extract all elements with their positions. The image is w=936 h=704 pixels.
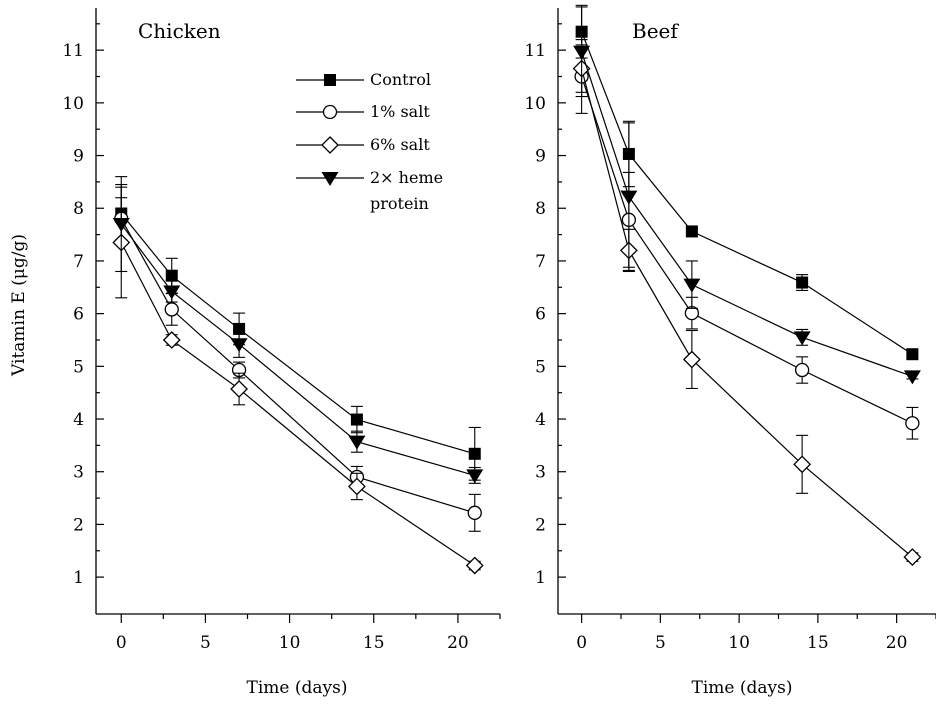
data-point-6-salt (230, 380, 249, 398)
chicken-panel: 1 2 3 4 5 6 7 8 9 10 11 0 5 10 15 20 Time (days) Chicken C… (62, 8, 501, 698)
data-point-control (685, 225, 698, 238)
data-point-control (350, 413, 363, 426)
y-tick-label: 5 (535, 357, 546, 377)
y-tick-label: 9 (73, 147, 84, 167)
x-tick-label: 20 (447, 633, 469, 653)
legend-marker-control (324, 74, 336, 86)
y-tick-label: 1 (535, 568, 546, 588)
data-point-2-heme-protein (903, 370, 921, 385)
data-point-1-salt (794, 362, 810, 378)
data-point-2-heme-protein (573, 45, 591, 60)
panel-title: Chicken (138, 19, 221, 43)
data-point-control (165, 269, 178, 282)
data-point-control (796, 276, 809, 289)
y-tick-label: 9 (535, 147, 546, 167)
data-point-6-salt (682, 350, 701, 369)
legend-label-1-salt: 1% salt (370, 102, 430, 121)
data-point-6-salt (162, 331, 181, 349)
data-point-2-heme-protein (163, 285, 181, 300)
y-tick-label: 11 (524, 41, 546, 61)
panel-title: Beef (632, 19, 679, 43)
x-tick-label: 20 (886, 633, 908, 653)
data-point-1-salt (164, 302, 179, 317)
y-tick-label: 4 (535, 410, 546, 430)
y-tick-label: 3 (535, 463, 546, 483)
data-point-6-salt (793, 455, 812, 474)
series-1-salt (574, 39, 920, 440)
x-tick-label: 0 (576, 633, 587, 653)
data-point-1-salt (467, 505, 482, 520)
data-point-2-heme-protein (793, 331, 811, 346)
data-point-control (468, 447, 481, 460)
series-1-salt (114, 197, 482, 532)
series-2-heme-protein (112, 176, 484, 484)
y-tick-label: 7 (535, 252, 546, 272)
legend-label-control: Control (370, 70, 431, 89)
data-point-2-heme-protein (230, 338, 248, 353)
series-line-6-salt (581, 68, 913, 558)
series-2-heme-protein (573, 6, 921, 385)
data-point-6-salt (465, 556, 484, 575)
legend-label-6-salt: 6% salt (370, 135, 430, 154)
legend-marker-1-salt (322, 104, 338, 120)
beef-panel: 1 2 3 4 5 6 7 8 9 10 11 0 5 10 15 20 Time (days) Beef (524, 4, 936, 698)
y-tick-label: 11 (62, 41, 84, 61)
series-line-1-salt (120, 218, 475, 514)
legend: Control 1% salt 6% salt 2× heme protein (296, 70, 443, 213)
legend-marker-2-heme-protein (321, 172, 339, 186)
data-point-1-salt (905, 416, 920, 431)
y-tick-label: 10 (62, 94, 84, 114)
x-axis-title: Time (days) (247, 678, 348, 698)
x-tick-label: 5 (200, 633, 211, 653)
y-tick-label: 3 (73, 463, 84, 483)
x-tick-label: 15 (363, 633, 385, 653)
data-point-2-heme-protein (620, 190, 638, 205)
data-point-control (906, 348, 919, 361)
data-point-2-heme-protein (683, 278, 701, 293)
data-point-6-salt (903, 548, 922, 567)
data-point-control (233, 322, 246, 335)
x-tick-label: 10 (728, 633, 750, 653)
y-tick-label: 4 (73, 410, 84, 430)
x-tick-label: 15 (807, 633, 829, 653)
y-tick-label: 6 (535, 305, 546, 325)
y-tick-label: 10 (524, 94, 546, 114)
legend-label-2-heme-protein: 2× heme (370, 168, 443, 187)
y-tick-label: 8 (73, 199, 84, 219)
data-point-2-heme-protein (466, 469, 484, 484)
legend-label-2-heme-protein-cont: protein (370, 194, 429, 213)
data-point-6-salt (347, 477, 366, 496)
x-tick-label: 5 (655, 633, 666, 653)
series-6-salt (112, 186, 484, 575)
y-tick-label: 5 (73, 357, 84, 377)
y-axis-title: Vitamin E (μg/g) (9, 234, 29, 377)
data-point-2-heme-protein (112, 218, 130, 233)
series-control (575, 4, 919, 361)
legend-marker-6-salt (321, 136, 339, 154)
y-tick-label: 1 (73, 568, 84, 588)
y-tick-label: 6 (73, 305, 84, 325)
y-tick-label: 2 (535, 515, 546, 535)
data-point-2-heme-protein (348, 435, 366, 450)
y-tick-label: 8 (535, 199, 546, 219)
x-tick-label: 10 (279, 633, 301, 653)
series-control (115, 183, 481, 481)
y-tick-label: 7 (73, 252, 84, 272)
y-tick-label: 2 (73, 515, 84, 535)
x-axis-title: Time (days) (692, 678, 793, 698)
x-tick-label: 0 (116, 633, 127, 653)
